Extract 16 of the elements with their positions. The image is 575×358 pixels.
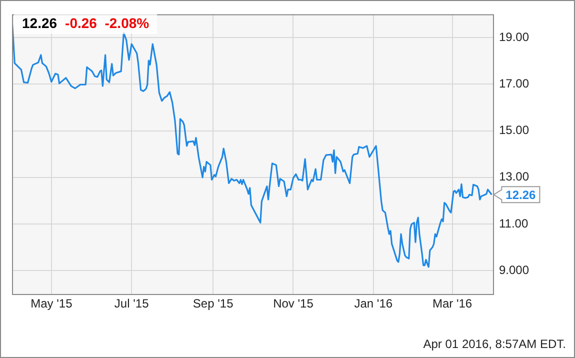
chart-title: 12.26 — [22, 15, 58, 31]
y-tick-label: 13.00 — [499, 170, 530, 184]
chart-subtitle: -0.26 -2.08% — [65, 15, 150, 31]
x-tick-label: Jul '15 — [114, 296, 150, 311]
x-tick-label: Mar '16 — [432, 296, 472, 311]
text: Apr 01 2016, 8:57AM EDT. — [423, 337, 566, 351]
y-tick-label: 19.00 — [499, 30, 530, 44]
y-tick-label: 15.00 — [499, 123, 530, 138]
x-tick-label: Jan '16 — [354, 296, 393, 311]
x-tick-label: May '15 — [30, 296, 73, 311]
x-tick-label: Nov '15 — [273, 296, 314, 311]
y-tick-label: 17.00 — [499, 76, 530, 90]
y-tick-label: 9.000 — [499, 262, 530, 277]
x-tick-label: Sep '15 — [192, 296, 234, 311]
annotation: 12.26 — [506, 188, 536, 202]
y-tick-label: 11.00 — [499, 216, 528, 230]
